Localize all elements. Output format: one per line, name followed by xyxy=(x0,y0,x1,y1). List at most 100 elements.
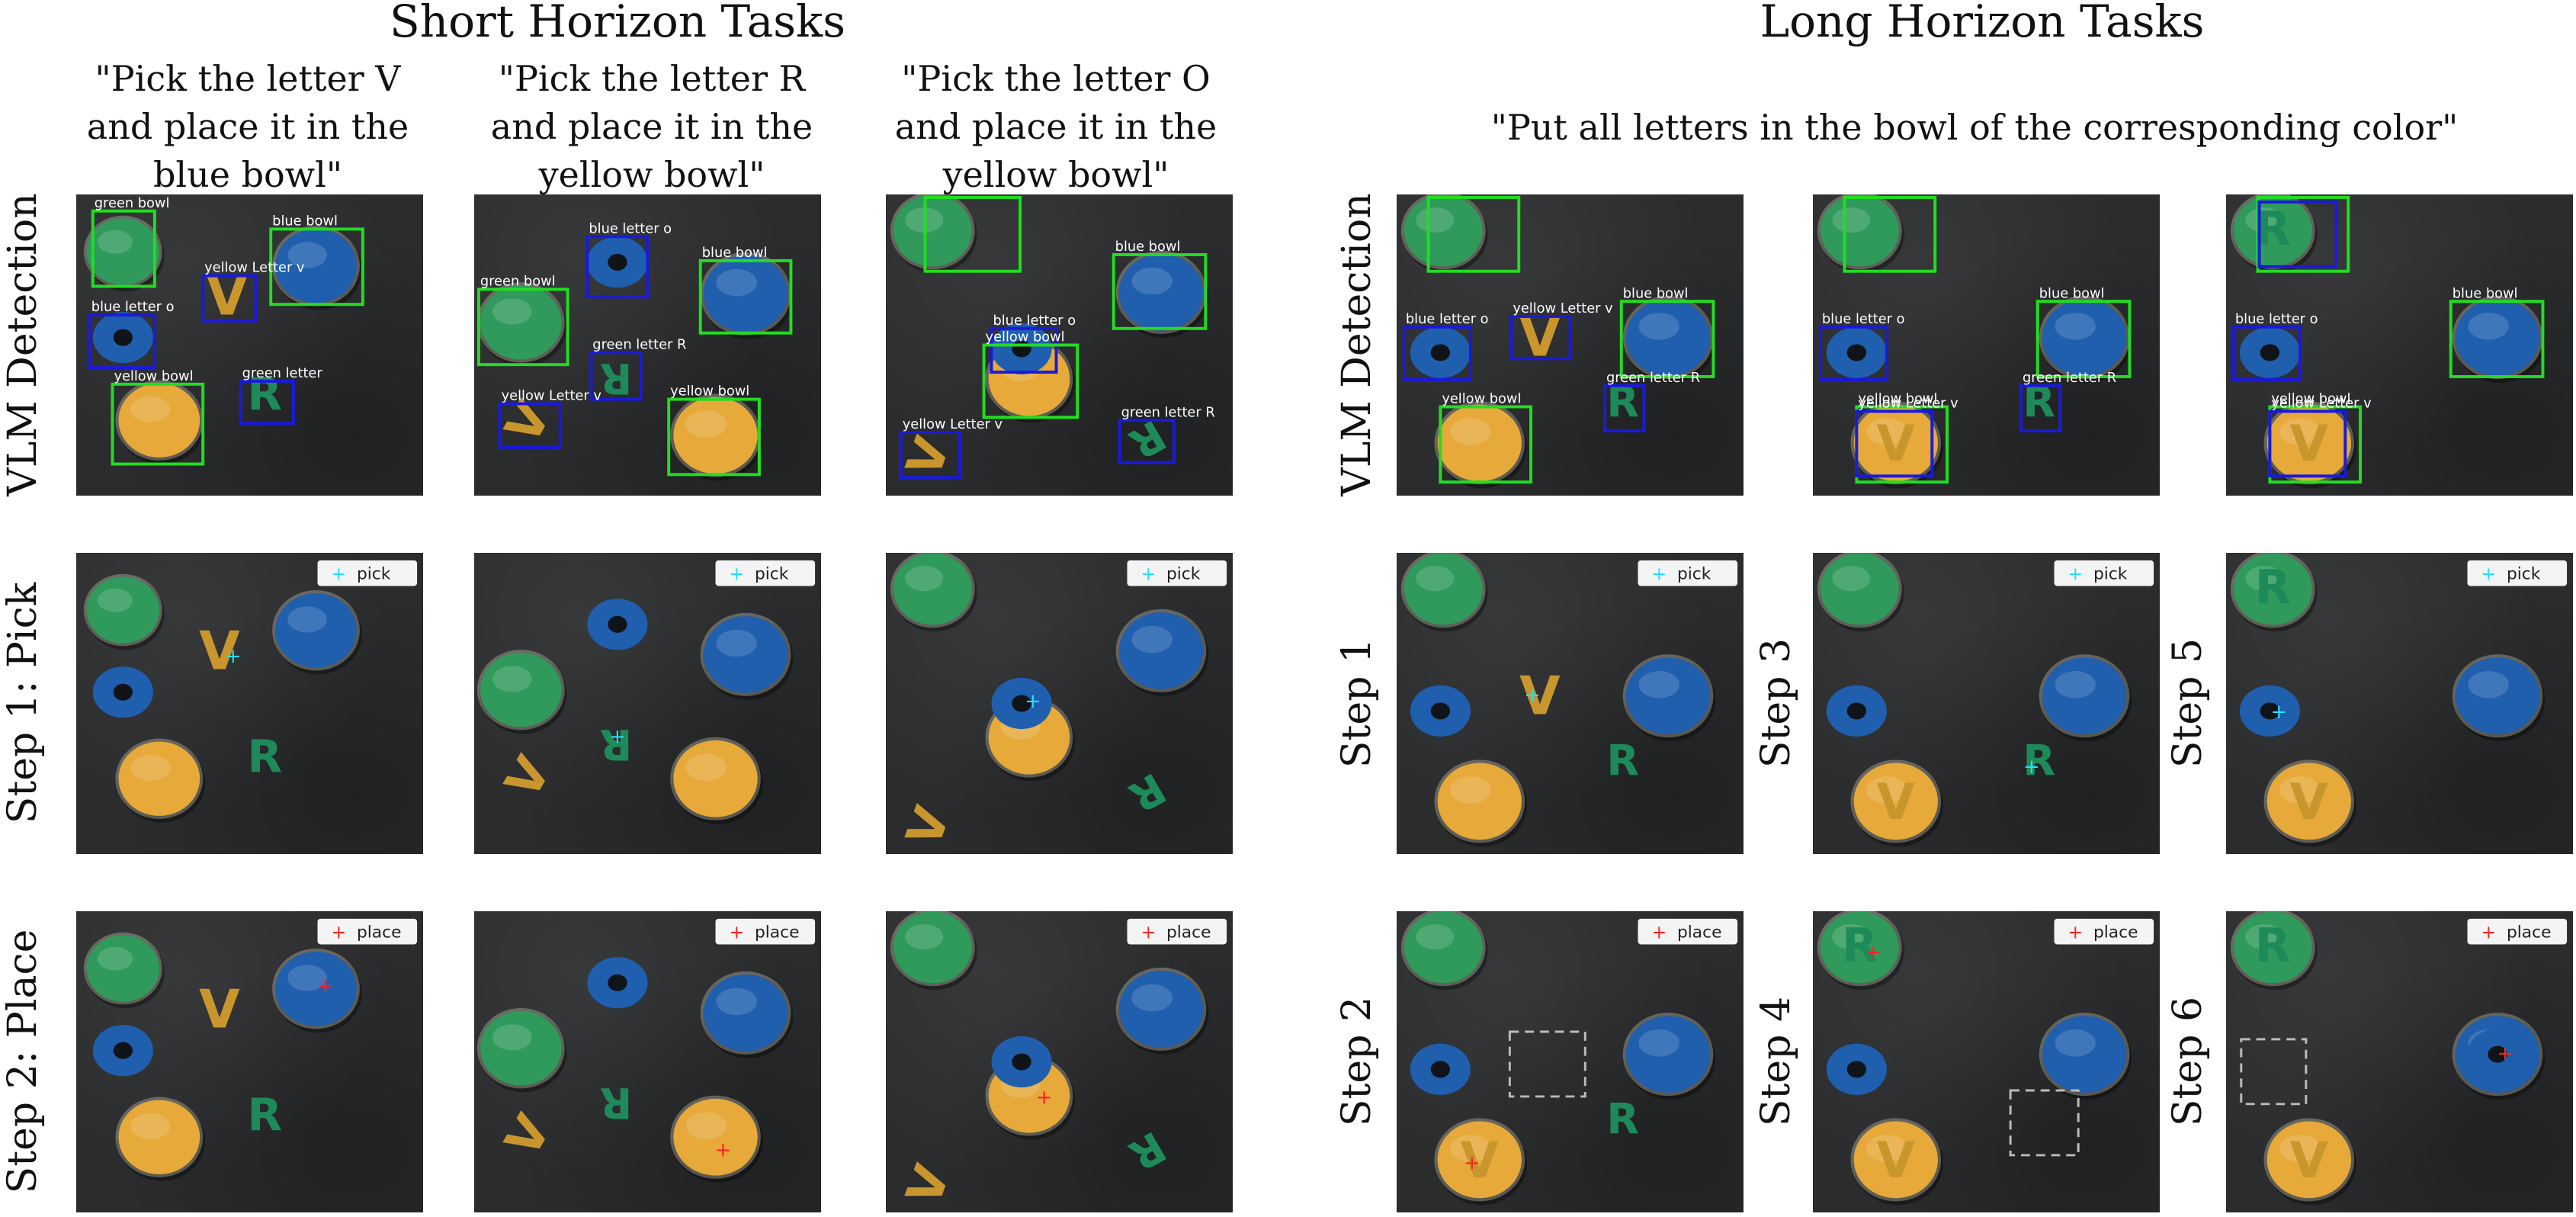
pick-badge xyxy=(2467,560,2568,586)
pick-badge xyxy=(1127,560,1227,586)
green-bowl-shine xyxy=(492,666,532,692)
long-horizon-title: Long Horizon Tasks xyxy=(1760,0,2205,47)
letter-r: R xyxy=(1121,1121,1173,1180)
long-col-3-row-2-panel-scene: V R + pick + xyxy=(2230,553,2568,847)
det-green-bowl xyxy=(476,287,569,367)
row-label-step2-place: Step 2: Place xyxy=(0,929,46,1194)
blue-bowl-shine xyxy=(716,987,757,1016)
green-bowl-shine xyxy=(97,946,133,971)
green-bowl-shine xyxy=(1832,207,1871,233)
letter-v: V xyxy=(895,1158,961,1212)
det-green-letter-r xyxy=(1118,419,1176,464)
pick-badge-text: pick xyxy=(755,565,789,584)
green-bowl xyxy=(86,576,160,644)
green-bowl xyxy=(893,553,972,625)
short-instruction-1: "Pick the letter V and place it in the b… xyxy=(69,55,427,199)
det-blue-bowl xyxy=(698,258,793,335)
blue-bowl-shine xyxy=(1638,671,1679,698)
det-green-bowl xyxy=(91,209,156,288)
blue-ring-hole xyxy=(113,329,133,346)
place-marker: + xyxy=(1865,941,1881,964)
det-green-letter-r-label: green letter R xyxy=(2023,370,2116,386)
short-task-2-row-3-panel: R V + place + xyxy=(474,911,821,1212)
step-label-2: Step 2 xyxy=(1334,996,1380,1127)
short-task-2-row-2-panel-scene: RV + pick + xyxy=(476,560,816,824)
letter-r: R xyxy=(247,731,282,783)
green-bowl-shine xyxy=(2245,923,2284,950)
det-blue-letter-o-label: blue letter o xyxy=(1406,311,1489,327)
blue-ring-hole xyxy=(608,615,627,633)
yellow-bowl xyxy=(1437,404,1522,482)
blue-ring-hole xyxy=(608,974,627,991)
green-bowl xyxy=(1403,194,1483,267)
letter-r: R xyxy=(2255,560,2291,615)
yellow-bowl xyxy=(1437,1121,1522,1199)
letter-v: V xyxy=(199,621,240,682)
green-bowl xyxy=(1820,553,1899,625)
row-label-vlm-detection-short: VLM Detection xyxy=(0,193,46,496)
det-blue-letter-o xyxy=(88,313,156,370)
blue-ring-hole xyxy=(113,1042,133,1059)
previous-position-box xyxy=(1508,1030,1586,1098)
instruction-line: yellow bowl" xyxy=(942,154,1169,195)
green-bowl xyxy=(893,911,972,984)
place-badge-text: place xyxy=(2093,923,2138,942)
pick-badge xyxy=(1638,560,1738,586)
letter-r: R xyxy=(247,368,282,421)
det-blue-letter-o-label: blue letter o xyxy=(91,299,175,315)
green-bowl xyxy=(893,194,972,267)
det-blue-bowl xyxy=(269,227,364,307)
short-instruction-2: "Pick the letter R and place it in the y… xyxy=(473,55,831,199)
row-label-vlm-detection-long: VLM Detection xyxy=(1334,193,1380,496)
pick-badge-text: pick xyxy=(1677,565,1711,584)
pick-badge-text: pick xyxy=(2507,565,2541,584)
det-blue-bowl xyxy=(2449,300,2545,378)
pick-badge-text: pick xyxy=(1166,565,1201,584)
blue-ring-hole xyxy=(1430,702,1451,720)
blue-bowl xyxy=(2042,299,2127,376)
green-bowl xyxy=(2233,194,2312,267)
det-green-bowl xyxy=(1843,195,1937,273)
place-badge-text: place xyxy=(1677,923,1722,942)
blue-bowl-shine xyxy=(287,965,327,991)
green-bowl-shine xyxy=(97,230,133,254)
place-badge xyxy=(2054,918,2154,945)
green-bowl xyxy=(2233,553,2312,625)
det-yellow-bowl-label: yellow bowl xyxy=(670,384,749,400)
blue-ring-hole xyxy=(1012,1053,1031,1071)
long-col-1-row-3-panel-scene: V R + place + xyxy=(1400,911,1738,1206)
det-green-bowl-label: green bowl xyxy=(95,195,170,211)
letter-r: R xyxy=(247,1089,282,1142)
short-task-1-row-2-panel-scene: VR + pick + xyxy=(83,560,418,823)
step-label-6: Step 6 xyxy=(2165,996,2211,1127)
long-col-2-row-3-panel-scene: VR + place+ xyxy=(1817,911,2154,1206)
green-bowl-shine xyxy=(492,1024,532,1051)
step-label-4: Step 4 xyxy=(1753,996,1799,1127)
letter-r: R xyxy=(1606,1096,1639,1145)
blue-bowl-shine xyxy=(716,629,757,657)
blue-bowl xyxy=(1118,971,1204,1048)
det-yellow-letter-v-label: yellow Letter v xyxy=(903,416,1002,432)
place-badge-marker: + xyxy=(2481,922,2496,943)
long-col-3-row-2-panel: V R + pick + xyxy=(2226,553,2573,854)
det-blue-letter-o xyxy=(585,235,650,299)
blue-ring-hole xyxy=(2488,1045,2507,1063)
pick-badge-marker: + xyxy=(2068,564,2083,585)
det-yellow-letter-v-label: yellow Letter v xyxy=(502,388,601,404)
blue-bowl xyxy=(1625,1016,1711,1093)
blue-bowl xyxy=(1118,612,1204,689)
green-bowl-shine xyxy=(2245,207,2284,233)
place-badge xyxy=(1638,918,1738,945)
place-badge-marker: + xyxy=(2068,922,2083,943)
green-bowl xyxy=(1403,553,1483,625)
det-blue-bowl-label: blue bowl xyxy=(2452,285,2518,301)
yellow-bowl-shine xyxy=(1866,776,1907,804)
blue-bowl xyxy=(275,593,357,668)
blue-ring-hole xyxy=(1430,344,1451,361)
